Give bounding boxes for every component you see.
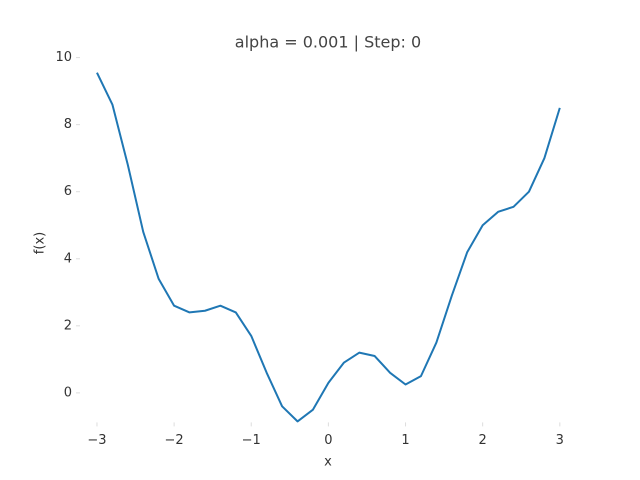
x-tick-label: −2 — [165, 433, 184, 448]
y-tick-label: 6 — [64, 184, 72, 199]
chart-title: alpha = 0.001 | Step: 0 — [235, 33, 421, 52]
y-tick-label: 4 — [64, 251, 72, 266]
x-tick-label: −3 — [87, 433, 106, 448]
y-tick-label: 2 — [64, 318, 72, 333]
line — [96, 72, 561, 423]
x-axis-label: x — [324, 455, 332, 470]
x-tick-label: 1 — [401, 433, 409, 448]
x-tick-label: 2 — [479, 433, 487, 448]
y-axis-label: f(x) — [33, 232, 48, 254]
y-tick-label: 10 — [55, 50, 72, 65]
y-tick-label: 8 — [64, 117, 72, 132]
x-tick-label: 0 — [324, 433, 332, 448]
x-tick-label: −1 — [242, 433, 261, 448]
x-tick-label: 3 — [556, 433, 564, 448]
y-tick-label: 0 — [64, 385, 72, 400]
